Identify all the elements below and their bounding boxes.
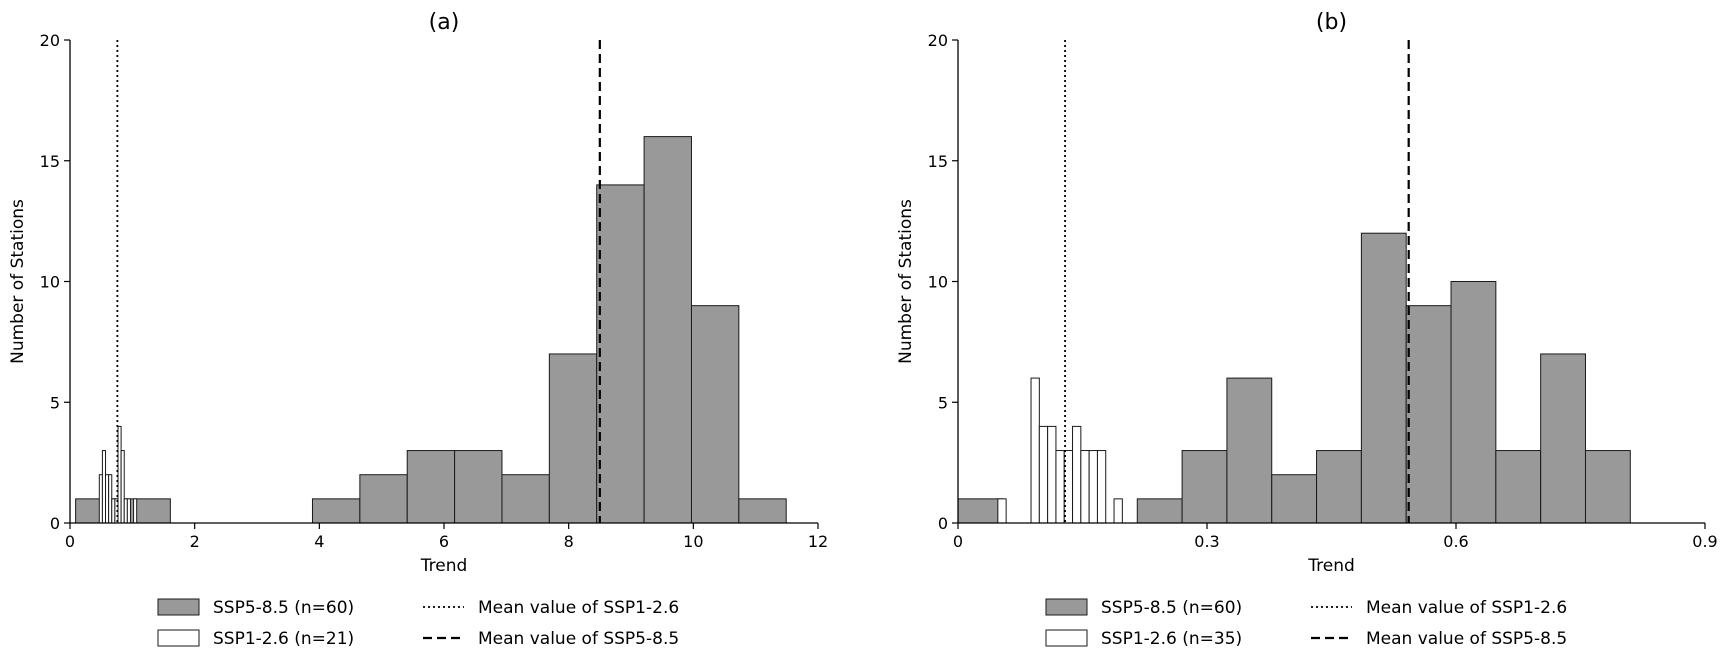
legend-label: Mean value of SSP1-2.6 (478, 598, 679, 618)
x-tick-label: 0.6 (1443, 532, 1468, 551)
bar-ssp585 (957, 498, 1004, 524)
chart-marks (957, 40, 1631, 524)
x-tick-label: 4 (314, 532, 324, 551)
bar-ssp126 (997, 498, 1007, 524)
y-axis-label: Number of Stations (8, 199, 28, 364)
bar-ssp585 (406, 450, 456, 524)
bar-ssp126 (1055, 450, 1065, 524)
bar-ssp585 (454, 450, 503, 524)
legend-label: SSP1-2.6 (n=35) (1101, 629, 1242, 649)
x-axis-label: Trend (420, 556, 468, 576)
bar-ssp585 (311, 498, 361, 524)
bar-ssp126 (1038, 425, 1049, 524)
axes: 0 2 4 6 8 10 12 0 5 10 15 20 (40, 31, 829, 551)
legend-label: Mean value of SSP5-8.5 (478, 629, 679, 649)
bar-ssp585 (1584, 450, 1631, 524)
bar-ssp585 (548, 353, 598, 524)
y-tick-label: 10 (40, 273, 60, 292)
legend-label: SSP5-8.5 (n=60) (1101, 598, 1242, 618)
bar-ssp585 (1495, 450, 1542, 524)
x-tick-label: 2 (190, 532, 200, 551)
bar-ssp585 (1540, 353, 1586, 524)
x-tick-label: 8 (564, 532, 574, 551)
y-tick-label: 5 (50, 393, 60, 412)
bar-ssp585 (1181, 450, 1228, 524)
legend-swatch-ssp585 (157, 598, 200, 616)
y-tick-label: 5 (938, 393, 948, 412)
x-axis-label: Trend (1307, 556, 1355, 576)
bar-ssp585 (1360, 232, 1407, 524)
x-tick-label: 0.9 (1692, 532, 1717, 551)
chart-title: (a) (429, 10, 460, 35)
legend-label: Mean value of SSP5-8.5 (1366, 629, 1567, 649)
bar-ssp585 (1316, 450, 1362, 524)
bar-ssp585 (643, 136, 692, 524)
legend-label: SSP1-2.6 (n=21) (213, 629, 354, 649)
x-tick-label: 0.3 (1194, 532, 1219, 551)
x-tick-label: 0 (65, 532, 75, 551)
y-tick-label: 15 (928, 152, 948, 171)
x-tick-label: 12 (808, 532, 828, 551)
chart-panel-b: (b) 0 0.3 0.6 0.9 0 5 10 15 20 Trend Number of S… (896, 10, 1718, 649)
y-tick-label: 0 (938, 514, 948, 533)
legend: SSP5-8.5 (n=60) SSP1-2.6 (n=21) Mean value… (157, 598, 679, 649)
axes: 0 0.3 0.6 0.9 0 5 10 15 20 (928, 31, 1718, 551)
bar-ssp585 (1226, 377, 1273, 524)
bar-ssp585 (1405, 305, 1452, 524)
bar-ssp585 (1271, 474, 1318, 524)
chart-title: (b) (1316, 10, 1347, 35)
bar-ssp585 (690, 305, 740, 524)
bar-ssp585 (1450, 281, 1497, 524)
bar-ssp126 (1030, 377, 1040, 524)
bar-ssp126 (1113, 498, 1123, 524)
x-tick-label: 0 (953, 532, 963, 551)
bar-ssp126 (1088, 450, 1098, 524)
legend-label: Mean value of SSP1-2.6 (1366, 598, 1567, 618)
bar-ssp126 (1096, 450, 1107, 524)
legend-label: SSP5-8.5 (n=60) (213, 598, 354, 618)
y-tick-label: 20 (40, 31, 60, 50)
bar-ssp126 (133, 498, 138, 524)
y-axis-label: Number of Stations (896, 199, 916, 364)
y-tick-label: 20 (928, 31, 948, 50)
chart-marks (75, 40, 787, 524)
bar-ssp585 (738, 498, 787, 524)
chart-panel-a: (a) 0 2 4 6 8 10 12 0 5 10 15 20 Trend Number of St… (8, 10, 828, 649)
bar-ssp585 (1136, 498, 1183, 524)
legend-swatch-ssp126 (1045, 629, 1088, 647)
bar-ssp126 (126, 498, 131, 524)
bar-ssp585 (501, 474, 550, 524)
y-tick-label: 0 (50, 514, 60, 533)
legend-swatch-ssp585 (1045, 598, 1088, 616)
legend: SSP5-8.5 (n=60) SSP1-2.6 (n=35) Mean value… (1045, 598, 1567, 649)
bar-ssp126 (1080, 450, 1090, 524)
y-tick-label: 15 (40, 152, 60, 171)
legend-swatch-ssp126 (157, 629, 200, 647)
bar-ssp585 (359, 474, 408, 524)
bar-ssp126 (1072, 425, 1082, 524)
y-tick-label: 10 (928, 273, 948, 292)
bar-ssp585 (596, 184, 645, 524)
x-tick-label: 6 (439, 532, 449, 551)
bar-ssp126 (1047, 425, 1057, 524)
x-tick-label: 10 (683, 532, 703, 551)
